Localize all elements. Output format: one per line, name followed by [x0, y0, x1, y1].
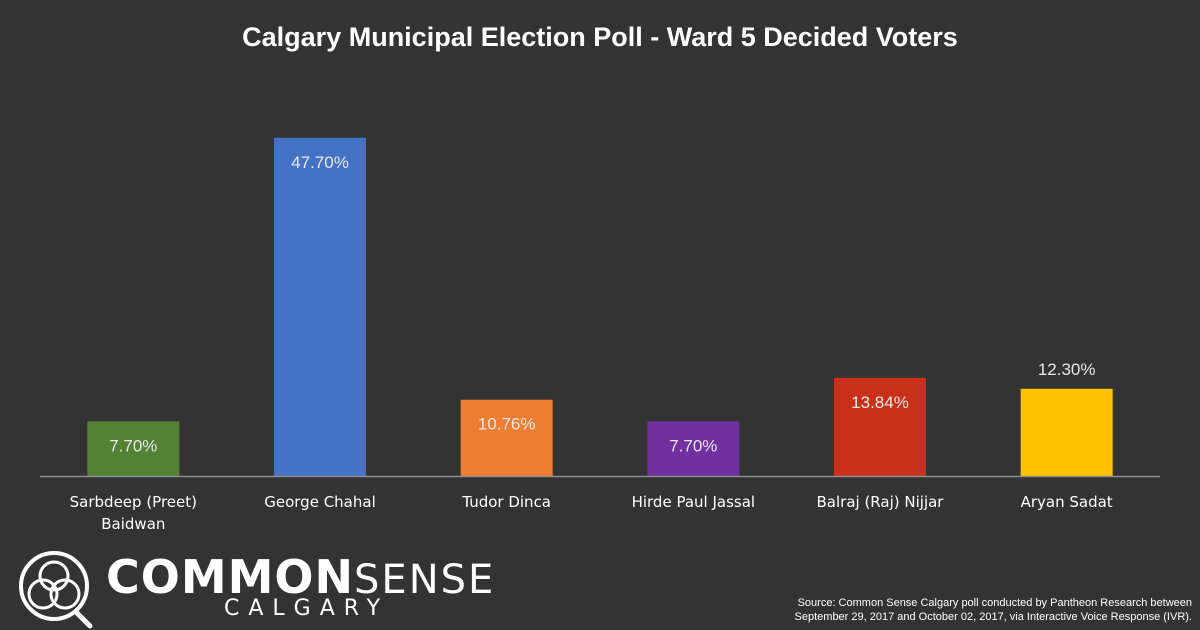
category-label-4: Balraj (Raj) Nijjar [817, 493, 945, 511]
common-sense-calgary-logo: COMMONSENSE CALGARY [14, 546, 534, 629]
category-label-0-line-0: Sarbdeep (Preet) [70, 493, 197, 511]
bar-3 [647, 421, 740, 476]
source-note: Source: Common Sense Calgary poll conduc… [632, 596, 1192, 624]
chart-title: Calgary Municipal Election Poll - Ward 5… [242, 22, 958, 52]
bar-value-label-0: 7.70% [109, 436, 157, 455]
bar-value-label-2: 10.76% [478, 415, 536, 434]
bar-value-label-3: 7.70% [669, 436, 717, 455]
logo-subtitle: CALGARY [224, 596, 390, 621]
bar-value-label-1: 47.70% [291, 153, 349, 172]
bar-1 [274, 137, 366, 476]
bar-value-label-4: 13.84% [851, 393, 909, 412]
bar-4 [834, 377, 926, 476]
bar-0 [87, 421, 180, 476]
category-label-5: Aryan Sadat [1021, 493, 1113, 511]
bar-5 [1020, 388, 1113, 476]
source-line-2: September 29, 2017 and October 02, 2017,… [794, 611, 1192, 623]
category-label-3: Hirde Paul Jassal [632, 493, 755, 511]
logo-word-common: COMMON [106, 550, 355, 604]
source-line-1: Source: Common Sense Calgary poll conduc… [797, 597, 1192, 609]
bar-2 [460, 399, 553, 476]
bar-value-label-5: 12.30% [1038, 360, 1096, 379]
logo-mark-icon [19, 551, 93, 629]
category-label-0-line-1: Baidwan [101, 515, 165, 533]
category-label-2: Tudor Dinca [461, 493, 551, 511]
logo-word-sense: SENSE [354, 557, 496, 603]
category-label-1: George Chahal [264, 493, 376, 511]
logo-wordmark: COMMONSENSE [106, 550, 495, 604]
